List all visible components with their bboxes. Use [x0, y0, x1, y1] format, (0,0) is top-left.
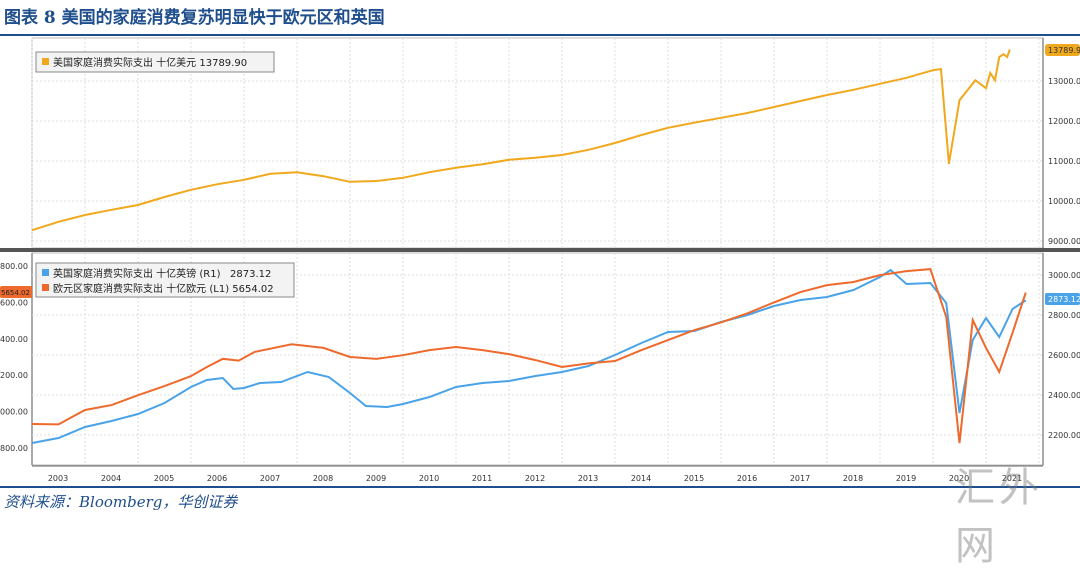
- legend-swatch-uk: [42, 269, 49, 276]
- y-tick-label: 10000.00: [1048, 197, 1080, 206]
- x-tick-label: 2012: [525, 474, 545, 483]
- y-tick-label: 11000.00: [1048, 157, 1080, 166]
- y-tick-label-left: 5000.00: [0, 408, 28, 417]
- y-tick-label-right: 2600.00: [1048, 351, 1080, 360]
- x-tick-label: 2019: [896, 474, 916, 483]
- last-value-label-eu: 5654.02: [1, 289, 30, 297]
- x-tick-label: 2016: [737, 474, 757, 483]
- x-tick-label: 2004: [101, 474, 121, 483]
- last-value-label-us: 13789.90: [1048, 46, 1080, 55]
- x-tick-label: 2009: [366, 474, 386, 483]
- y-tick-label-right: 3000.00: [1048, 271, 1080, 280]
- legend-label-uk: 英国家庭消费实际支出 十亿英镑 (R1) 2873.12: [53, 267, 271, 280]
- x-tick-label: 2003: [48, 474, 68, 483]
- chart-area: 9000.00 10000.00 11000.00 12000.00 13000.00 1…: [0, 37, 1080, 483]
- plot-area-top: [31, 37, 1044, 249]
- us-consumption-panel: 9000.00 10000.00 11000.00 12000.00 13000.00 1…: [31, 37, 1080, 249]
- last-value-badge-us: [1045, 44, 1080, 56]
- x-tick-label: 2010: [419, 474, 439, 483]
- x-tick-label: 2006: [207, 474, 227, 483]
- legend-bottom: 英国家庭消费实际支出 十亿英镑 (R1) 2873.12 欧元区家庭消费实际支出…: [35, 262, 295, 298]
- y-tick-label-right: 2200.00: [1048, 431, 1080, 440]
- x-tick-label: 2018: [843, 474, 863, 483]
- x-tick-label: 2007: [260, 474, 280, 483]
- x-tick-label: 2015: [684, 474, 704, 483]
- watermark: 汇外网: [955, 465, 1043, 569]
- y-tick-label: 12000.00: [1048, 117, 1080, 126]
- eu-consumption-line: [31, 268, 1027, 444]
- last-value-badge-uk: [1045, 293, 1080, 305]
- footer-divider: [0, 486, 1080, 488]
- us-consumption-line: [31, 49, 1011, 232]
- last-value-label-uk: 2873.12: [1048, 295, 1080, 304]
- y-tick-label-left: 5600.00: [0, 298, 28, 307]
- legend-swatch-eu: [42, 284, 49, 291]
- last-value-badge-eu: [0, 286, 32, 298]
- y-tick-label: 13000.00: [1048, 77, 1080, 86]
- legend-label-us: 美国家庭消费实际支出 十亿美元 13789.90: [53, 56, 247, 69]
- x-tick-label: 2017: [790, 474, 810, 483]
- y-tick-label-left: 4800.00: [0, 444, 28, 453]
- y-tick-label-left: 5400.00: [0, 335, 28, 344]
- x-tick-label: 2021: [1002, 474, 1022, 483]
- x-tick-label: 2014: [631, 474, 651, 483]
- y-tick-label: 9000.00: [1048, 237, 1080, 246]
- x-axis: 2003 2004 2005 2006 2007 2008 2009 2010 2011 2012…: [32, 465, 1043, 483]
- uk-consumption-line: [31, 268, 1027, 444]
- y-tick-label-right: 2400.00: [1048, 391, 1080, 400]
- legend-label-eu: 欧元区家庭消费实际支出 十亿欧元 (L1) 5654.02: [53, 282, 274, 295]
- x-tick-label: 2011: [472, 474, 492, 483]
- x-tick-label: 2005: [154, 474, 174, 483]
- x-tick-label: 2020: [949, 474, 969, 483]
- title-divider: [0, 34, 1080, 36]
- x-tick-label: 2008: [313, 474, 333, 483]
- legend-top: 美国家庭消费实际支出 十亿美元 13789.90: [35, 51, 275, 73]
- y-tick-label-left: 5800.00: [0, 262, 28, 271]
- legend-swatch-us: [42, 58, 49, 65]
- y-tick-label-right: 2800.00: [1048, 311, 1080, 320]
- figure-title: 图表 8 美国的家庭消费复苏明显快于欧元区和英国: [4, 8, 385, 28]
- x-tick-label: 2013: [578, 474, 598, 483]
- source-note: 资料来源：Bloomberg，华创证券: [4, 493, 238, 511]
- panel-divider: [0, 248, 1080, 252]
